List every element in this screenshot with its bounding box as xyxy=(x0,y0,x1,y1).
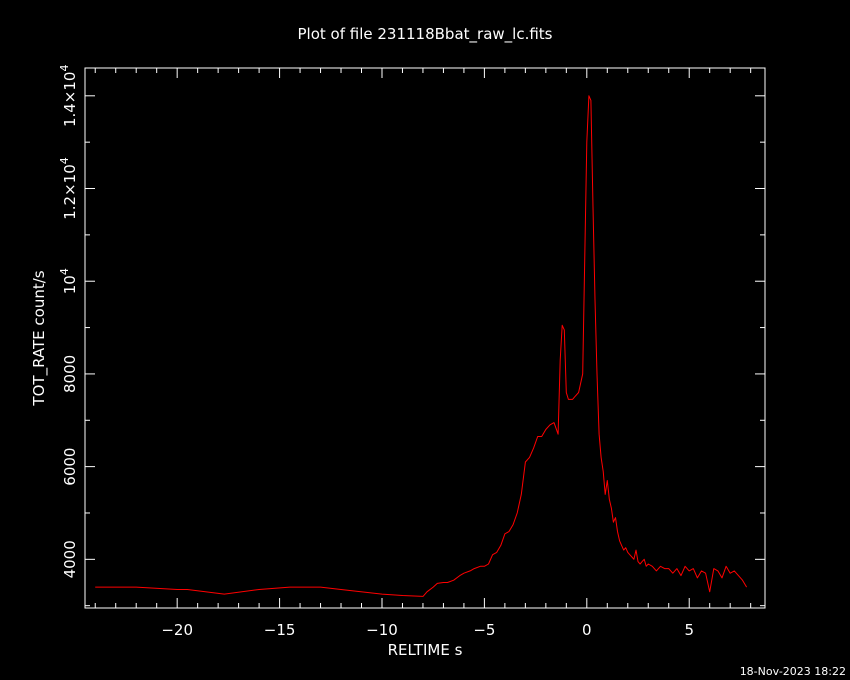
y-tick-base: 10 xyxy=(61,275,79,294)
y-tick-base: 6000 xyxy=(61,448,79,486)
y-tick-base: 1.2×10 xyxy=(61,164,79,220)
timestamp: 18-Nov-2023 18:22 xyxy=(739,665,846,678)
y-axis-label: TOT_RATE count/s xyxy=(30,270,49,406)
y-tick-exponent: 4 xyxy=(58,268,71,275)
x-axis-label: RELTIME s xyxy=(388,641,463,659)
chart-title: Plot of file 231118Bbat_raw_lc.fits xyxy=(298,25,553,44)
x-tick-label: 5 xyxy=(684,621,694,639)
y-tick-label: 4000 xyxy=(61,540,79,578)
light-curve-line xyxy=(95,95,748,597)
plot-frame xyxy=(84,67,766,609)
x-tick-label: −5 xyxy=(473,621,495,639)
y-tick-label: 8000 xyxy=(61,355,79,393)
y-tick-base: 8000 xyxy=(61,355,79,393)
y-tick-base: 1.4×10 xyxy=(61,72,79,128)
y-tick-label: 6000 xyxy=(61,448,79,486)
x-tick-label: −10 xyxy=(366,621,398,639)
x-tick-label: −20 xyxy=(161,621,193,639)
y-tick-label: 1.4×104 xyxy=(58,65,79,128)
x-tick-label: 0 xyxy=(582,621,592,639)
y-tick-exponent: 4 xyxy=(58,157,71,164)
y-tick-base: 4000 xyxy=(61,540,79,578)
x-tick-label: −15 xyxy=(264,621,296,639)
y-tick-label: 104 xyxy=(58,268,79,294)
y-tick-label: 1.2×104 xyxy=(58,157,79,220)
y-tick-exponent: 4 xyxy=(58,65,71,72)
